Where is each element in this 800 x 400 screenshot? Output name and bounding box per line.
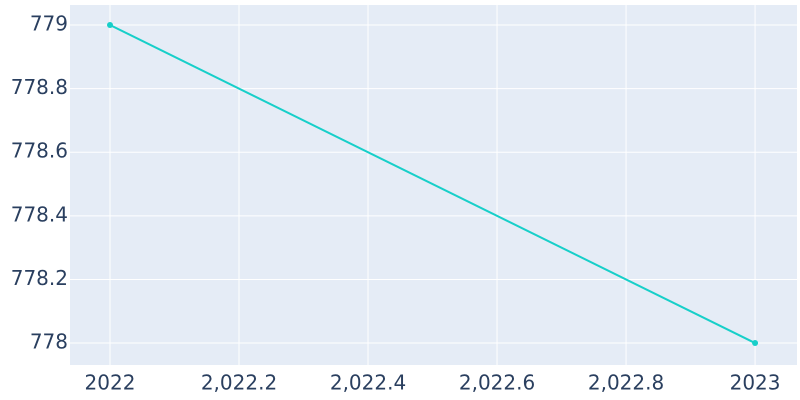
x-tick-label: 2,022.6 [459, 371, 535, 395]
x-tick-label: 2023 [730, 371, 781, 395]
y-tick-label: 778.8 [11, 75, 68, 99]
x-tick-label: 2,022.4 [330, 371, 406, 395]
line [109, 24, 756, 344]
point [106, 22, 113, 29]
y-tick-label: 778.2 [11, 266, 68, 290]
y-tick-label: 779 [30, 12, 68, 36]
x-tick-label: 2,022.8 [588, 371, 664, 395]
y-tick-label: 778.6 [11, 139, 68, 163]
y-tick-label: 778.4 [11, 202, 68, 226]
point [752, 340, 759, 347]
x-tick-label: 2,022.2 [201, 371, 277, 395]
y-tick-label: 778 [30, 330, 68, 354]
x-tick-label: 2022 [85, 371, 136, 395]
